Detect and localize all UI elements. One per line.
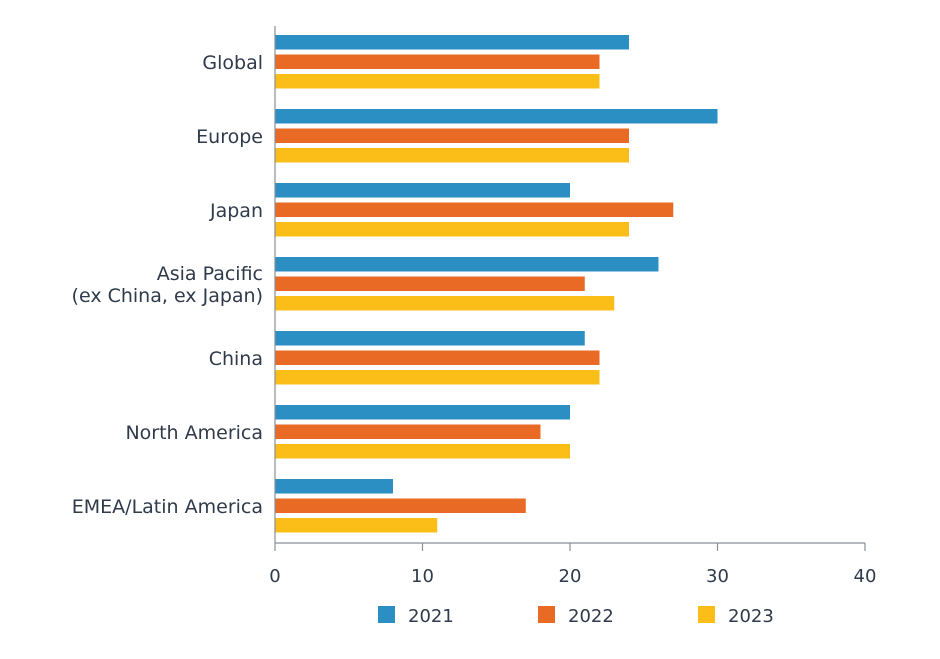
category-label-ex-china-ex-japan: (ex China, ex Japan)	[72, 285, 263, 307]
bar-asia-pacific-ex-china-ex-japan-2021	[275, 257, 659, 272]
legend-label-2021: 2021	[408, 606, 454, 627]
bar-global-2021	[275, 35, 629, 50]
category-label-global: Global	[202, 52, 263, 74]
legend-swatch-2021	[378, 606, 395, 623]
x-tick-label-20: 20	[559, 566, 582, 587]
category-label-europe: Europe	[196, 126, 263, 148]
bar-north-america-2021	[275, 405, 570, 420]
legend-swatch-2023	[698, 606, 715, 623]
bars-group	[275, 35, 718, 533]
x-tick-label-0: 0	[269, 566, 280, 587]
bar-japan-2023	[275, 222, 629, 237]
bar-emea-latin-america-2023	[275, 518, 438, 533]
category-label-japan: Japan	[209, 200, 263, 222]
bar-north-america-2023	[275, 444, 570, 459]
category-labels: Global Europe Japan Asia Pacific(ex China, …	[72, 52, 263, 518]
bar-china-2022	[275, 350, 600, 365]
bar-china-2021	[275, 331, 585, 346]
bar-japan-2022	[275, 202, 674, 217]
legend-label-2022: 2022	[568, 606, 614, 627]
bar-emea-latin-america-2022	[275, 498, 526, 513]
category-label-asia-pacific: Asia Pacific	[157, 263, 263, 285]
bar-global-2023	[275, 74, 600, 89]
bar-europe-2023	[275, 148, 629, 163]
bar-asia-pacific-ex-china-ex-japan-2023	[275, 296, 615, 311]
bar-europe-2021	[275, 109, 718, 124]
bar-asia-pacific-ex-china-ex-japan-2022	[275, 276, 585, 291]
x-tick-label-40: 40	[854, 566, 877, 587]
x-tick-label-10: 10	[411, 566, 434, 587]
category-label-north-america: North America	[125, 422, 263, 444]
x-axis-ticks: 0 10 20 30 40	[269, 543, 876, 587]
category-label-china: China	[209, 348, 263, 370]
x-tick-label-30: 30	[706, 566, 729, 587]
bar-global-2022	[275, 54, 600, 69]
legend-label-2023: 2023	[728, 606, 774, 627]
bar-china-2023	[275, 370, 600, 385]
bar-emea-latin-america-2021	[275, 479, 393, 494]
category-label-emea-latin-america: EMEA/Latin America	[72, 496, 263, 518]
bar-japan-2021	[275, 183, 570, 198]
bar-europe-2022	[275, 128, 629, 143]
legend-swatch-2022	[538, 606, 555, 623]
bar-north-america-2022	[275, 424, 541, 439]
legend: 2021 2022 2023	[378, 606, 774, 627]
